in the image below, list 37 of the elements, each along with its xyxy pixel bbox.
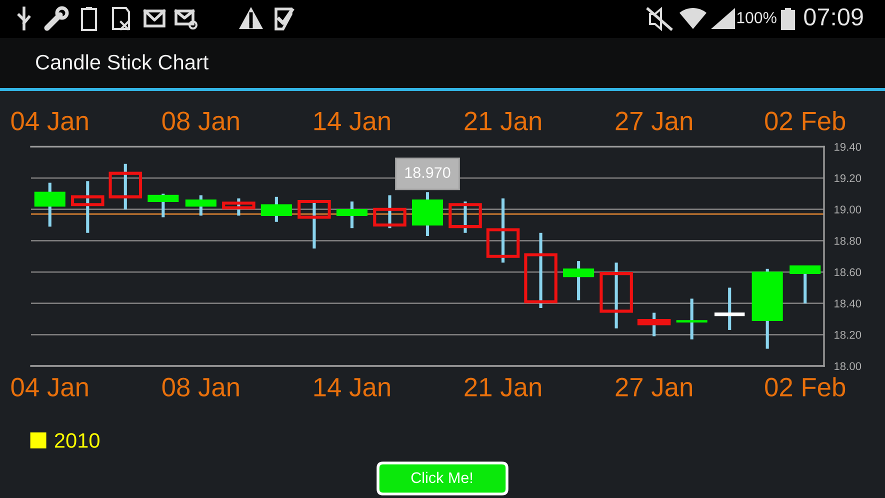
y-tick-label: 19.20 (834, 174, 862, 182)
x-tick-label: 08 Jan (162, 378, 239, 396)
text: 100% (737, 12, 776, 24)
x-tick-label: 04 Jan (11, 378, 88, 396)
x-tick-label: 27 Jan (616, 378, 692, 396)
category-label: 04 Jan (11, 112, 88, 130)
x-tick-label: 21 Jan (464, 378, 541, 396)
candlestick (676, 298, 708, 340)
text: Click Me! (411, 472, 472, 484)
category-label: 14 Jan (314, 112, 390, 130)
y-tick-label: 19.40 (834, 142, 862, 151)
category-label: 21 Jan (464, 112, 541, 130)
x-tick-label: 14 Jan (314, 378, 390, 396)
y-tick-label: 18.60 (834, 268, 862, 276)
category-label: 02 Feb (765, 110, 846, 130)
candlestick (108, 164, 142, 210)
candlestick (486, 198, 520, 263)
candlestick (373, 195, 406, 228)
candlestick (148, 194, 179, 218)
annotation: 18.970 (405, 167, 450, 178)
candlestick (524, 232, 558, 308)
candlestick (222, 198, 256, 216)
candlestick (448, 202, 482, 233)
candlestick (71, 181, 104, 233)
y-tick-label: 19.00 (834, 206, 862, 214)
y-tick-label: 18.80 (834, 236, 862, 245)
y-tick-label: 18.20 (834, 330, 862, 339)
candlestick (637, 312, 671, 336)
y-tick-label: 18.00 (834, 362, 862, 370)
category-label: 08 Jan (162, 112, 239, 130)
text: 2010 (54, 433, 100, 448)
candlestick (600, 262, 633, 328)
y-tick-label: 18.40 (834, 300, 862, 308)
category-label: 27 Jan (616, 112, 692, 130)
chart-title: Candle Stick Chart (36, 54, 209, 70)
text: 07:09 (804, 8, 863, 26)
x-tick-label: 02 Feb (765, 377, 846, 396)
